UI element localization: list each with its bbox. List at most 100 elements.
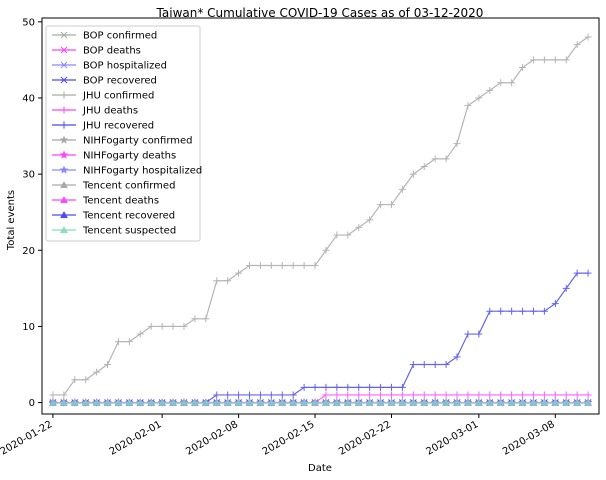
x-tick-label: 2020-03-01: [425, 419, 481, 458]
data-point: [431, 361, 439, 368]
legend-swatch-marker: [59, 135, 69, 144]
data-point: [551, 398, 560, 406]
legend-swatch-marker: [60, 91, 68, 99]
data-point: [518, 398, 527, 406]
data-point: [573, 398, 582, 406]
data-point: [420, 391, 428, 399]
data-point: [355, 223, 363, 231]
data-point: [387, 391, 395, 399]
data-point: [81, 398, 90, 406]
data-point: [529, 391, 537, 399]
data-point: [475, 391, 483, 399]
series-13: [48, 398, 593, 406]
data-point: [377, 391, 385, 399]
data-point: [573, 41, 581, 49]
data-point: [355, 391, 363, 399]
legend-swatch-marker: [59, 150, 69, 159]
data-point: [191, 315, 199, 323]
plot-frame: [41, 17, 600, 415]
data-point: [540, 398, 549, 406]
series-layer: [48, 33, 593, 407]
data-point: [442, 155, 450, 163]
x-tick-label: 2020-02-01: [108, 419, 164, 458]
legend-entry: BOP confirmed: [83, 31, 157, 42]
data-point: [474, 398, 483, 406]
data-point: [289, 398, 298, 406]
data-point: [573, 269, 581, 277]
data-point: [147, 322, 155, 330]
data-point: [562, 284, 570, 292]
data-point: [475, 330, 483, 338]
data-point: [584, 269, 592, 277]
data-point: [246, 391, 254, 399]
data-point: [387, 201, 395, 209]
data-point: [507, 398, 516, 406]
data-point: [49, 391, 57, 399]
data-point: [235, 269, 243, 277]
x-axis: 2020-01-22 2020-02-01 2020-02-08 2020-02-15…: [0, 414, 557, 458]
legend-entry: JHU deaths: [82, 106, 138, 117]
legend-box: [45, 25, 201, 242]
legend-swatch-marker: [60, 180, 68, 189]
legend-swatch-marker: [60, 195, 68, 204]
data-point: [114, 338, 122, 346]
legend-entry: BOP deaths: [83, 46, 141, 57]
data-point: [246, 262, 254, 269]
data-point: [486, 391, 494, 399]
series-line: [52, 36, 589, 396]
data-point: [267, 398, 276, 406]
data-point: [158, 322, 166, 330]
data-point: [453, 353, 461, 361]
legend-entry: JHU recovered: [82, 121, 154, 132]
data-point: [278, 398, 287, 406]
legend-swatch-marker: [60, 225, 68, 234]
data-point: [584, 391, 592, 399]
legend-entry: BOP recovered: [83, 76, 157, 87]
data-point: [344, 391, 352, 399]
x-tick-label: 2020-02-15: [261, 419, 317, 458]
data-point: [485, 398, 494, 406]
data-point: [398, 391, 406, 399]
data-point: [355, 383, 363, 391]
legend-swatch-marker: [60, 121, 68, 129]
data-point: [333, 391, 341, 399]
data-point: [311, 398, 319, 406]
data-point: [289, 262, 297, 269]
data-point: [365, 398, 374, 406]
legend-swatch-marker: [60, 76, 68, 84]
data-point: [147, 398, 156, 406]
y-tick-label: 10: [22, 322, 35, 333]
data-point: [59, 398, 68, 406]
x-axis-label: Date: [308, 463, 332, 474]
data-point: [93, 368, 101, 376]
data-point: [344, 383, 352, 391]
data-point: [213, 391, 221, 399]
data-point: [235, 391, 243, 399]
data-point: [562, 398, 571, 406]
data-point: [300, 383, 308, 391]
data-point: [212, 398, 221, 406]
data-point: [442, 361, 450, 368]
data-point: [508, 391, 516, 399]
data-point: [267, 262, 275, 269]
data-point: [464, 391, 472, 399]
data-point: [322, 383, 330, 391]
data-point: [540, 307, 548, 315]
data-point: [442, 391, 450, 399]
data-point: [322, 398, 330, 406]
data-point: [464, 330, 472, 338]
data-point: [420, 361, 428, 368]
data-point: [398, 398, 407, 406]
data-point: [431, 391, 439, 399]
data-point: [366, 216, 374, 224]
data-point: [322, 246, 330, 254]
data-point: [409, 391, 417, 399]
data-point: [125, 398, 134, 406]
data-point: [377, 383, 385, 391]
data-point: [224, 391, 232, 399]
data-point: [311, 262, 319, 269]
data-point: [169, 398, 177, 406]
data-point: [551, 391, 559, 399]
x-tick-label: 2020-03-08: [501, 419, 557, 458]
